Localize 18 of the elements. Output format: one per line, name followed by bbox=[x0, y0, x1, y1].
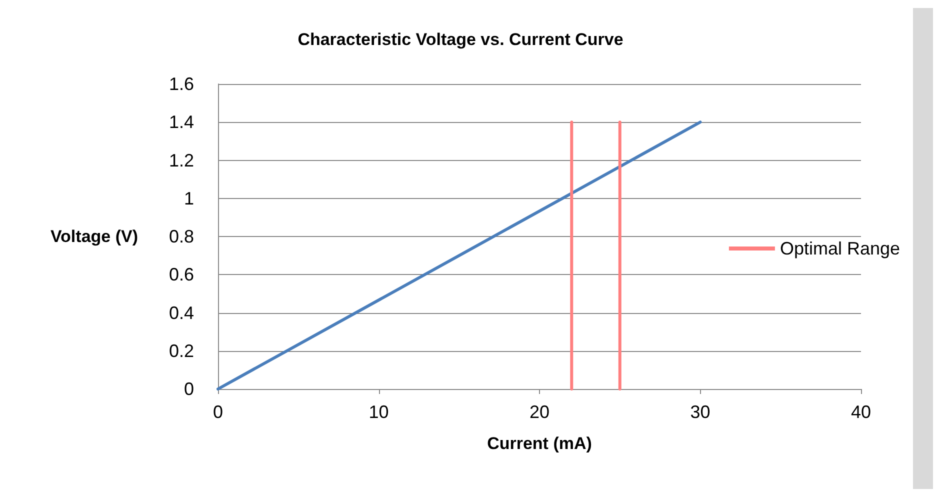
x-axis-title: Current (mA) bbox=[487, 434, 592, 453]
y-tick-label: 0.8 bbox=[168, 226, 194, 246]
y-tick-label: 1 bbox=[184, 188, 194, 208]
y-tick-label: 0 bbox=[184, 379, 194, 399]
x-tick-label: 10 bbox=[368, 402, 389, 422]
x-tick-label: 40 bbox=[850, 402, 872, 422]
y-tick-label: 0.4 bbox=[168, 302, 194, 323]
y-tick-label: 1.4 bbox=[168, 112, 194, 132]
x-tick-label: 0 bbox=[212, 402, 224, 422]
y-axis-title: Voltage (V) bbox=[50, 227, 138, 246]
y-tick-label: 1.2 bbox=[168, 150, 194, 170]
y-tick-label: 1.6 bbox=[168, 74, 194, 94]
legend-label: Optimal Range bbox=[780, 238, 900, 258]
x-tick-label: 20 bbox=[529, 402, 550, 422]
chart-title: Characteristic Voltage vs. Current Curve bbox=[298, 30, 624, 49]
x-tick-label: 30 bbox=[690, 402, 710, 422]
y-tick-label: 0.2 bbox=[168, 340, 194, 361]
y-tick-label: 0.6 bbox=[168, 264, 194, 285]
